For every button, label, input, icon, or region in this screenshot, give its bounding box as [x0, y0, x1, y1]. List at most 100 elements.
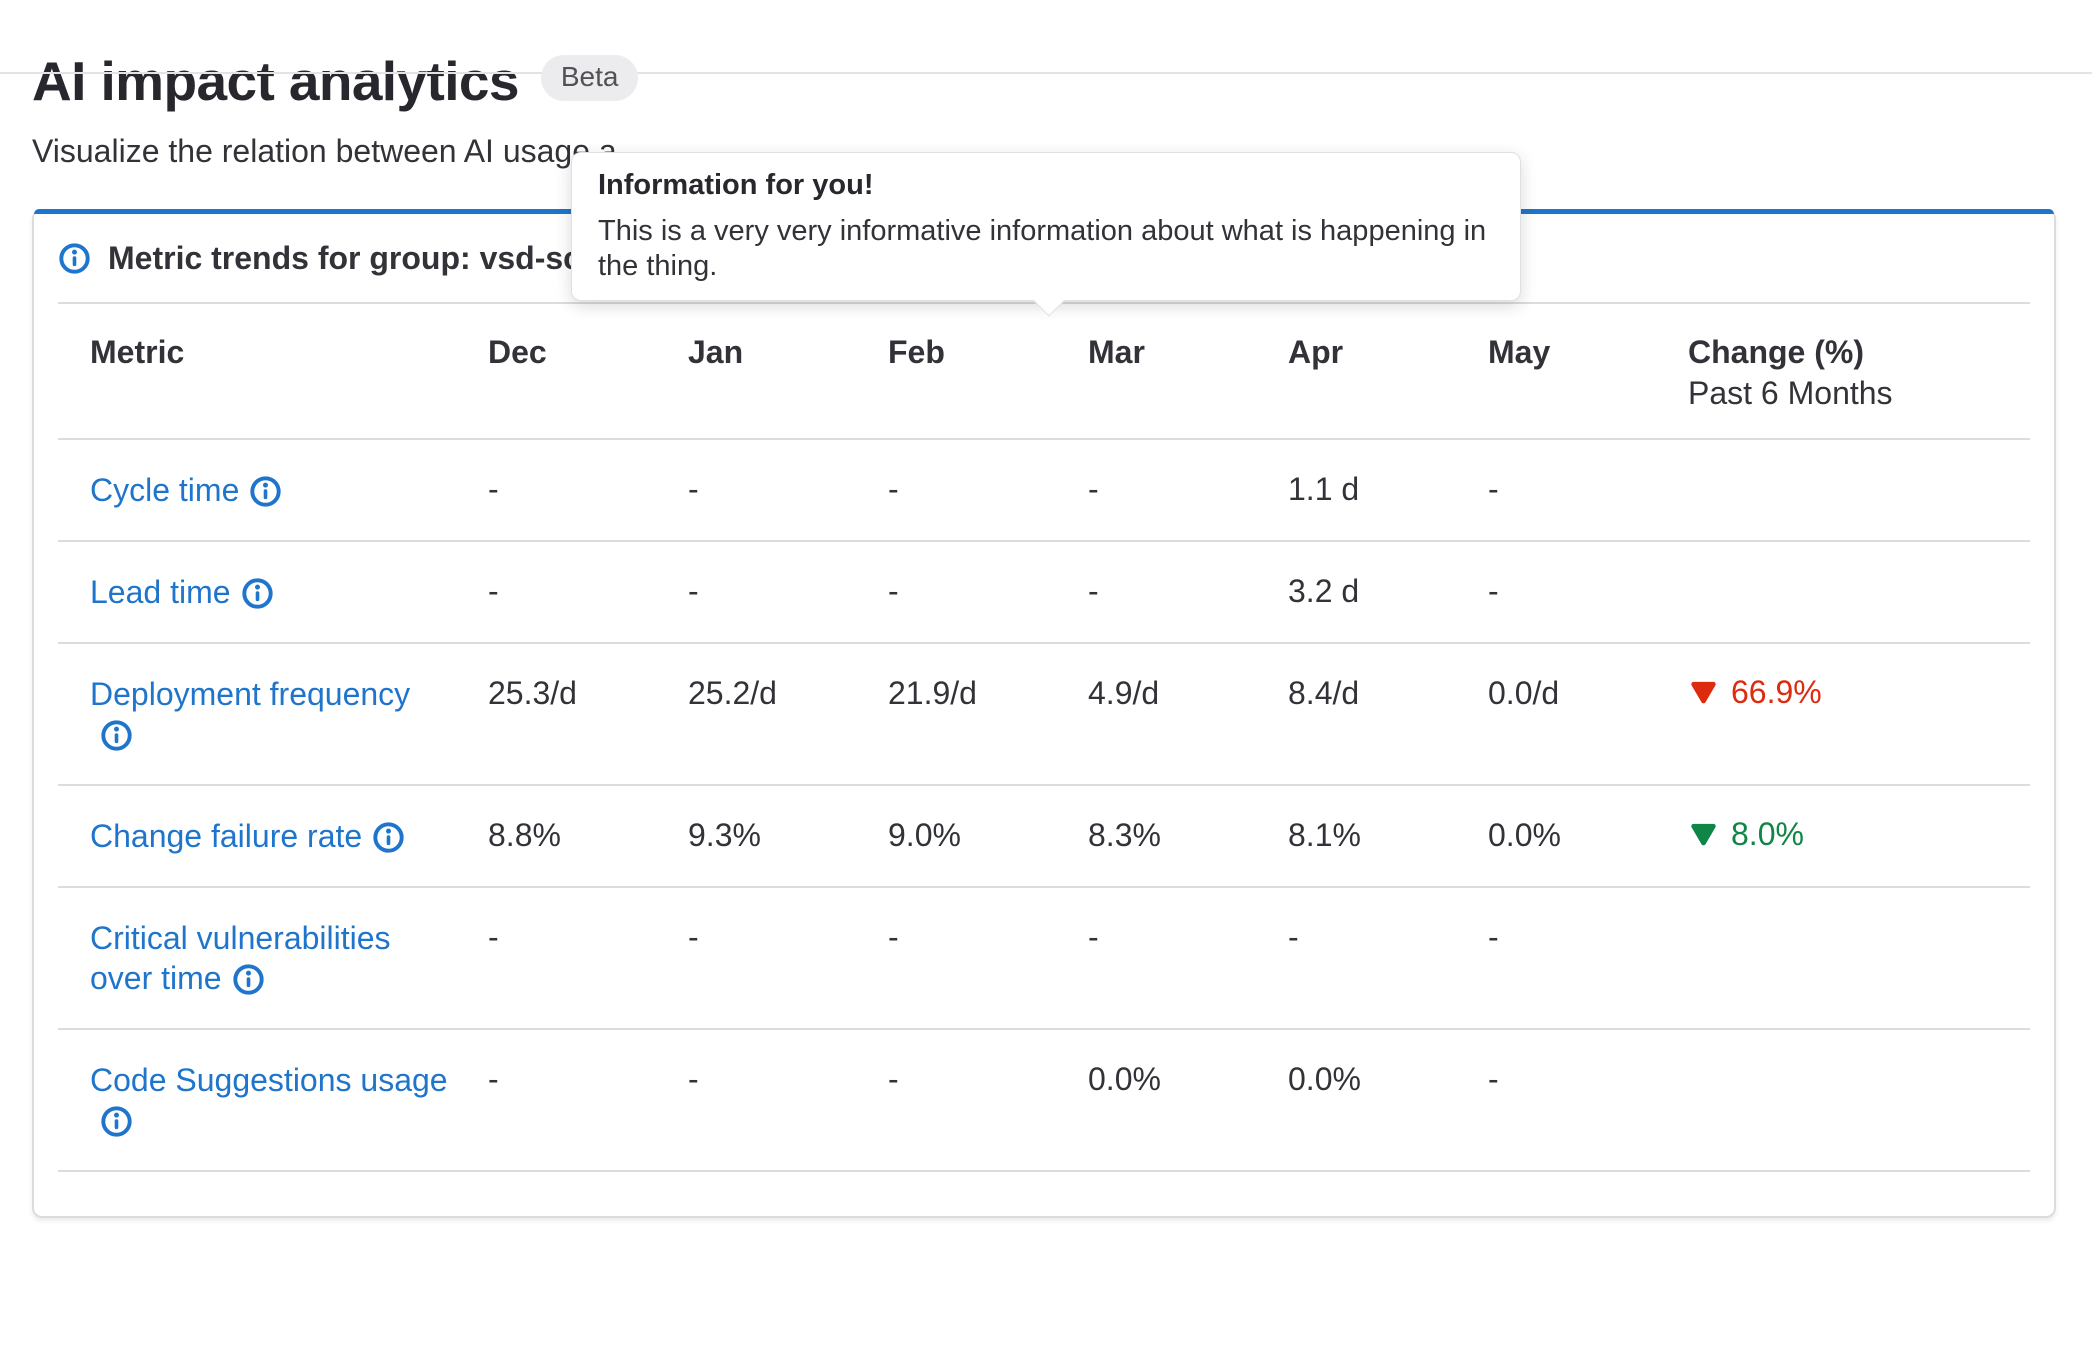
metric-value-cell: 8.4/d [1256, 641, 1456, 785]
change-cell: 8.0% [1656, 783, 2030, 887]
metric-value-cell: - [1056, 885, 1256, 1029]
metric-value-cell: 0.0% [1256, 1027, 1456, 1172]
change-value: 66.9% [1731, 673, 1822, 710]
change-cell [1656, 437, 2030, 541]
metric-value-cell: 0.0% [1056, 1027, 1256, 1172]
page-title: AI impact analytics [32, 50, 519, 112]
metric-value-cell: - [1456, 539, 1656, 643]
metric-trends-panel: Metric trends for group: vsd-schema-test… [32, 209, 2056, 1218]
page-header: AI impact analytics Beta [32, 50, 2056, 112]
metric-value-cell: - [1456, 1027, 1656, 1172]
metric-cell: Deployment frequency [58, 641, 456, 785]
metric-value-cell: - [856, 1027, 1056, 1172]
metric-value-cell: - [656, 1027, 856, 1172]
metric-cell: Cycle time [58, 437, 456, 541]
info-icon[interactable] [100, 719, 133, 752]
metric-value-cell: - [456, 1027, 656, 1172]
metric-value-cell: - [456, 885, 656, 1029]
info-icon[interactable] [372, 821, 405, 854]
page-top-divider [0, 72, 2092, 74]
metric-value-cell: - [1456, 885, 1656, 1029]
change-indicator: 8.0% [1688, 815, 2022, 853]
table-row: Cycle time - - - - 1.1 d - [58, 437, 2030, 541]
table-row: Lead time - - - - 3.2 d - [58, 539, 2030, 643]
metric-link-label: Critical vulnerabilities over time [90, 919, 391, 996]
table-header-row: Metric Dec Jan Feb Mar Apr May Change (%… [58, 303, 2030, 439]
trend-down-icon [1691, 823, 1716, 846]
trend-down-icon [1691, 681, 1716, 704]
info-icon[interactable] [241, 577, 274, 610]
metric-link-label: Code Suggestions usage [90, 1061, 448, 1098]
info-icon[interactable] [100, 1105, 133, 1138]
metric-value-cell: - [656, 539, 856, 643]
metric-value-cell: - [456, 437, 656, 541]
metric-value-cell: - [1456, 437, 1656, 541]
metric-value-cell: - [856, 437, 1056, 541]
metric-value-cell: 9.3% [656, 783, 856, 887]
table-row: Change failure rate 8.8% 9.3% 9.0% 8.3% … [58, 783, 2030, 887]
info-popover: Information for you! This is a very very… [571, 152, 1521, 317]
column-header-feb: Feb [888, 334, 945, 371]
panel-body: Metric Dec Jan Feb Mar Apr May Change (%… [34, 302, 2054, 1216]
column-header-mar: Mar [1088, 334, 1145, 371]
metric-value-cell: - [856, 885, 1056, 1029]
table-row: Critical vulnerabilities over time - - -… [58, 885, 2030, 1029]
metric-value-cell: 8.8% [456, 783, 656, 887]
metric-value-cell: 1.1 d [1256, 437, 1456, 541]
page-content: AI impact analytics Beta Visualize the r… [0, 50, 2092, 1218]
metric-value-cell: - [1056, 437, 1256, 541]
metric-link[interactable]: Cycle time [90, 472, 282, 508]
metric-value-cell: - [856, 539, 1056, 643]
metric-link[interactable]: Critical vulnerabilities over time [90, 920, 391, 996]
metric-value-cell: 8.3% [1056, 783, 1256, 887]
column-header-change: Change (%) Past 6 Months [1656, 303, 2030, 439]
metric-value-cell: - [1056, 539, 1256, 643]
metric-cell: Lead time [58, 539, 456, 643]
metric-value-cell: 21.9/d [856, 641, 1056, 785]
metric-value-cell: 3.2 d [1256, 539, 1456, 643]
column-header-metric: Metric [90, 334, 185, 371]
metric-link[interactable]: Lead time [90, 574, 274, 610]
metric-link-label: Deployment frequency [90, 675, 411, 712]
info-icon[interactable] [249, 475, 282, 508]
page-subtitle: Visualize the relation between AI usage … [32, 133, 617, 170]
beta-badge: Beta [540, 54, 639, 101]
metric-cell: Code Suggestions usage [58, 1027, 456, 1172]
metric-link[interactable]: Change failure rate [90, 818, 405, 854]
column-header-change-label: Change (%) [1688, 334, 1864, 371]
popover-title: Information for you! [598, 169, 874, 201]
metric-value-cell: 0.0/d [1456, 641, 1656, 785]
metric-value-cell: 9.0% [856, 783, 1056, 887]
metric-value-cell: 25.2/d [656, 641, 856, 785]
metric-value-cell: 25.3/d [456, 641, 656, 785]
column-header-jan: Jan [688, 334, 744, 371]
column-header-apr: Apr [1288, 334, 1344, 371]
metric-value-cell: 4.9/d [1056, 641, 1256, 785]
popover-body: This is a very very informative informat… [598, 214, 1487, 282]
change-indicator: 66.9% [1688, 673, 2022, 711]
metric-link-label: Lead time [90, 573, 231, 610]
metric-link[interactable]: Deployment frequency [90, 676, 410, 752]
table-row: Deployment frequency 25.3/d 25.2/d 21.9/… [58, 641, 2030, 785]
metric-link-label: Cycle time [90, 471, 240, 508]
metric-value-cell: 0.0% [1456, 783, 1656, 887]
change-cell [1656, 539, 2030, 643]
metric-link[interactable]: Code Suggestions usage [90, 1062, 448, 1138]
metric-value-cell: 8.1% [1256, 783, 1456, 887]
change-cell [1656, 885, 2030, 1029]
metric-value-cell: - [1256, 885, 1456, 1029]
info-icon[interactable] [232, 963, 265, 996]
metric-cell: Critical vulnerabilities over time [58, 885, 456, 1029]
metric-cell: Change failure rate [58, 783, 456, 887]
metric-trends-table: Metric Dec Jan Feb Mar Apr May Change (%… [58, 302, 2030, 1172]
column-header-change-subheader: Past 6 Months [1688, 375, 1893, 412]
change-cell: 66.9% [1656, 641, 2030, 785]
info-icon[interactable] [58, 242, 91, 275]
metric-link-label: Change failure rate [90, 817, 363, 854]
metric-table-body: Cycle time - - - - 1.1 d - Lead time - -… [58, 437, 2030, 1172]
metric-value-cell: - [456, 539, 656, 643]
metric-value-cell: - [656, 437, 856, 541]
column-header-dec: Dec [488, 334, 547, 371]
change-value: 8.0% [1731, 815, 1804, 852]
table-row: Code Suggestions usage - - - 0.0% 0.0% - [58, 1027, 2030, 1172]
